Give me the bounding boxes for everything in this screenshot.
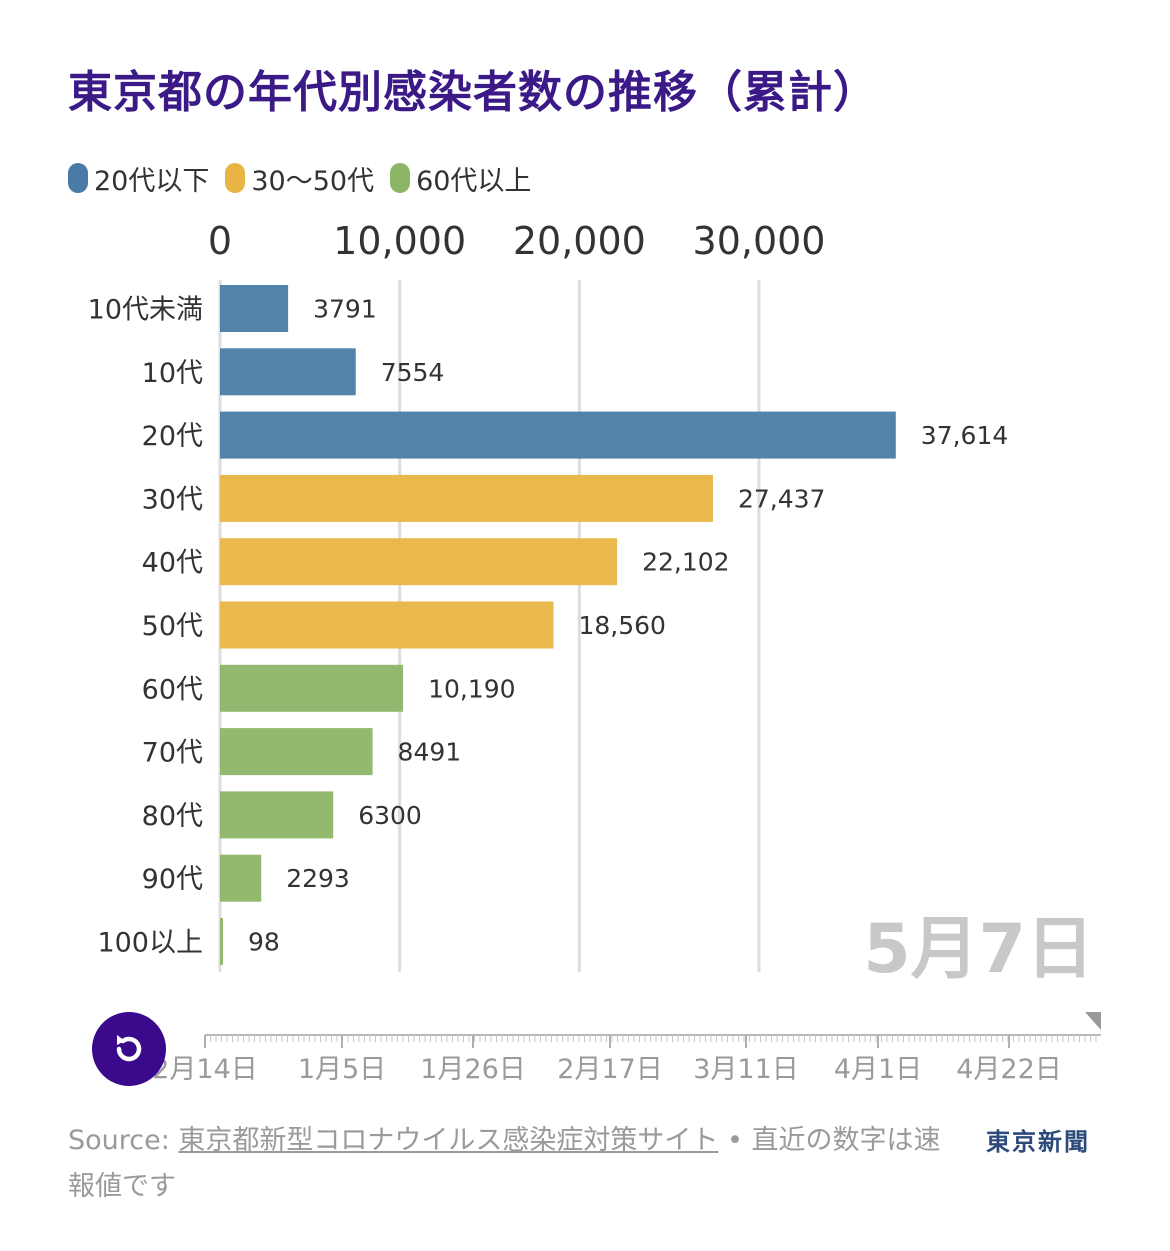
timeline-label: 4月1日 [834,1054,922,1085]
axis-tick-label: 0 [208,219,232,263]
bar [220,918,223,965]
data-note: 直近の数字は速報値です [68,1125,941,1202]
category-label: 90代 [142,864,203,895]
value-label: 8491 [398,738,462,767]
legend-label: 60代以上 [416,165,532,197]
category-label: 10代未満 [88,295,203,326]
legend: 20代以下 30〜50代 60代以上 [68,158,531,198]
bar [220,601,554,649]
source-prefix: Source: [68,1125,179,1156]
category-label: 100以上 [97,928,203,959]
timeline-label: 2月17日 [557,1054,663,1085]
bar [220,664,404,712]
replay-button[interactable] [92,1012,166,1086]
category-label: 20代 [142,421,203,452]
bar [220,348,356,396]
replay-icon [116,1035,142,1062]
current-date-label: 5月7日 [863,910,1094,989]
timeline-label: 1月5日 [298,1054,386,1085]
value-label: 37,614 [921,421,1008,450]
timeline-label: 1月26日 [420,1054,526,1085]
value-label: 98 [248,928,280,957]
value-label: 18,560 [578,611,665,640]
category-label: 80代 [142,801,203,832]
source-link[interactable]: 東京都新型コロナウイルス感染症対策サイト [178,1125,719,1156]
publisher-logo[interactable]: 東京新聞 [986,1127,1090,1156]
value-label: 10,190 [428,674,515,703]
legend-label: 30〜50代 [251,165,375,197]
bar [220,411,896,459]
category-label: 50代 [142,611,203,642]
timeline-label: 3月11日 [693,1054,799,1085]
bar [220,854,262,902]
value-label: 7554 [381,358,445,387]
legend-item-60s-plus[interactable]: 60代以上 [390,159,531,198]
axis-tick-label: 20,000 [513,219,646,263]
timeline-label: 4月22日 [956,1054,1062,1085]
timeline-label: 2月14日 [152,1054,258,1085]
chart-title: 東京都の年代別感染者数の推移（累計） [68,67,878,118]
bar [220,791,334,839]
value-label: 27,437 [738,484,825,513]
legend-swatch [68,163,88,193]
legend-item-30s-50s[interactable]: 30〜50代 [225,159,374,198]
bar [220,538,618,586]
legend-item-under-20s[interactable]: 20代以下 [68,159,209,198]
value-label: 22,102 [642,548,729,577]
timeline-slider[interactable]: 2月14日 1月5日 1月26日 2月17日 3月11日 4月1日 4月22日 [0,1000,1170,1100]
timeline-handle[interactable] [1085,1012,1101,1030]
category-label: 30代 [142,484,203,515]
separator: • [718,1125,752,1156]
value-label: 6300 [358,801,422,830]
category-label: 70代 [142,738,203,769]
value-label: 2293 [286,864,350,893]
bar [220,728,373,776]
legend-label: 20代以下 [94,165,210,197]
axis-tick-label: 10,000 [333,219,466,263]
category-label: 60代 [142,674,203,705]
value-label: 3791 [313,295,377,324]
bar-chart: 0 10,000 20,000 30,000 10代未満 3791 10代 7554 20代 37… [88,219,1008,972]
footer: Source: 東京都新型コロナウイルス感染症対策サイト • 直近の数字は速報値… [68,1118,948,1210]
legend-swatch [390,163,411,193]
category-label: 10代 [142,358,203,389]
legend-swatch [225,163,246,193]
bar [220,285,289,332]
category-label: 40代 [142,548,203,579]
bar [220,474,713,522]
axis-tick-label: 30,000 [693,219,826,263]
